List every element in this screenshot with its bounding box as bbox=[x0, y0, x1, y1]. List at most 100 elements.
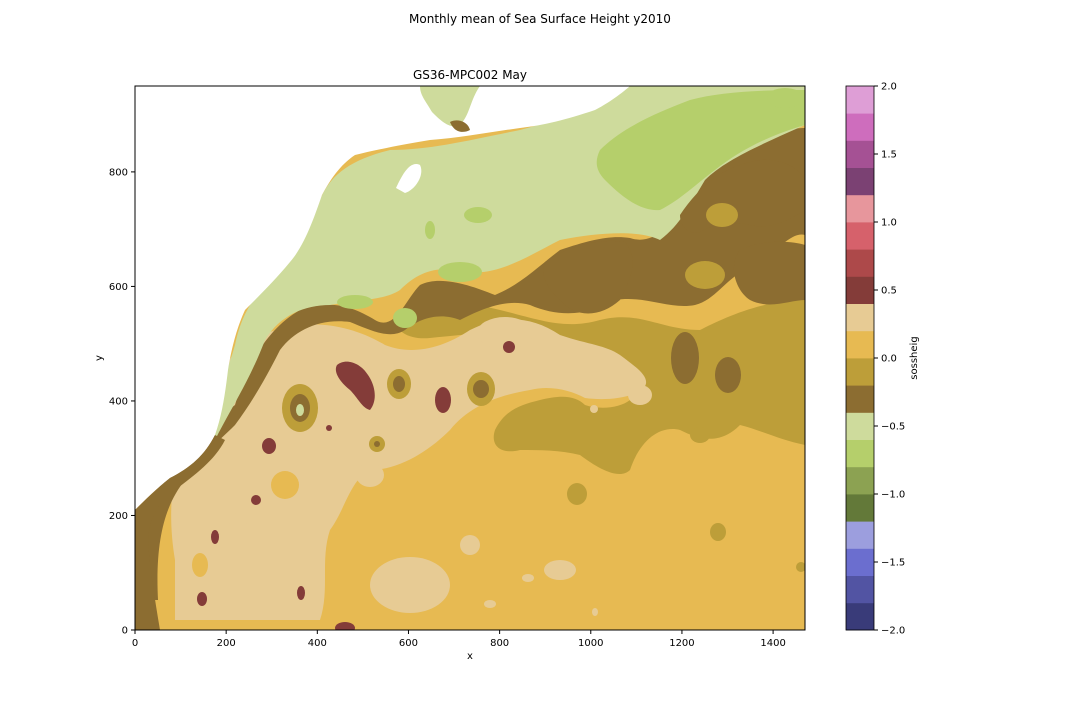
eddy-high bbox=[326, 425, 332, 431]
colorbar-swatch bbox=[846, 439, 874, 468]
land-mask bbox=[135, 86, 630, 510]
slope-patch bbox=[438, 262, 482, 282]
colorbar-swatch bbox=[846, 466, 874, 495]
x-axis-label: x bbox=[467, 651, 473, 662]
y-tick-label: 600 bbox=[109, 282, 128, 293]
eddy-high bbox=[262, 438, 276, 454]
sargasso-patch bbox=[192, 553, 208, 577]
sargasso-patch bbox=[271, 471, 299, 499]
eddy-center bbox=[296, 404, 304, 416]
colorbar-swatch bbox=[846, 249, 874, 277]
eddy-high bbox=[251, 495, 261, 505]
x-tick-label: 200 bbox=[217, 638, 236, 649]
land-coast-detail bbox=[396, 164, 422, 193]
region-gulf-stream-lobe bbox=[733, 241, 805, 305]
y-tick-label: 0 bbox=[122, 626, 128, 637]
x-tick-label: 1400 bbox=[760, 638, 785, 649]
colorbar-swatch bbox=[846, 303, 874, 332]
x-tick-label: 400 bbox=[308, 638, 327, 649]
axes-title: GS36-MPC002 May bbox=[412, 68, 527, 82]
eddy-ring-core bbox=[393, 376, 405, 392]
x-tick-label: 1200 bbox=[669, 638, 694, 649]
eddy-high bbox=[335, 622, 355, 630]
y-axis: 0 200 400 600 800 bbox=[109, 167, 135, 637]
eddy-high bbox=[503, 341, 515, 353]
colorbar-tick-label: −2.0 bbox=[881, 626, 905, 637]
colorbar-tick-label: 1.0 bbox=[881, 218, 897, 229]
land-coast-detail bbox=[450, 120, 470, 132]
slope-patch bbox=[337, 295, 373, 309]
x-tick-label: 800 bbox=[490, 638, 509, 649]
colorbar-tick-label: −0.5 bbox=[881, 422, 905, 433]
eddy-ring-core bbox=[473, 380, 489, 398]
colorbar-swatch bbox=[846, 330, 874, 359]
region-gulf-stream-lobe bbox=[543, 240, 633, 314]
y-axis-label: y bbox=[94, 355, 105, 361]
eddy-high bbox=[197, 592, 207, 606]
ssh-field bbox=[135, 86, 805, 630]
slope-patch bbox=[393, 308, 417, 328]
eddy-ring-core bbox=[374, 441, 380, 447]
olive-patch bbox=[796, 562, 805, 572]
colorbar-tick-label: −1.0 bbox=[881, 490, 905, 501]
land-coast-detail bbox=[420, 86, 480, 127]
colorbar-swatch bbox=[846, 548, 874, 576]
colorbar-swatch bbox=[846, 494, 874, 522]
colorbar-tick-label: 1.5 bbox=[881, 150, 897, 161]
warm-patch bbox=[544, 560, 576, 580]
x-axis: 0 200 400 600 800 1000 1200 1400 bbox=[132, 630, 786, 649]
colorbar bbox=[846, 86, 874, 631]
warm-patch bbox=[460, 535, 480, 555]
x-tick-label: 0 bbox=[132, 638, 138, 649]
colorbar-swatch bbox=[846, 575, 874, 604]
colorbar-ticks: −2.0 −1.5 −1.0 −0.5 0.0 0.5 1.0 1.5 2.0 bbox=[874, 82, 905, 637]
region-eastern-basin-pocket bbox=[706, 203, 738, 227]
eddy-high bbox=[297, 586, 305, 600]
colorbar-tick-label: 0.0 bbox=[881, 354, 897, 365]
eddy-high bbox=[335, 361, 375, 410]
region-eastern-basin-pocket bbox=[685, 261, 725, 289]
colorbar-label: sossheig bbox=[909, 336, 920, 379]
land-coast-detail bbox=[135, 435, 225, 630]
eddy-ring bbox=[710, 523, 726, 541]
figure-suptitle: Monthly mean of Sea Surface Height y2010 bbox=[409, 12, 671, 26]
colorbar-swatch bbox=[846, 140, 874, 168]
colorbar-tick-label: 0.5 bbox=[881, 286, 897, 297]
slope-patch bbox=[464, 207, 492, 223]
region-north-slope bbox=[596, 90, 805, 211]
warm-patch bbox=[356, 463, 384, 487]
y-tick-label: 800 bbox=[109, 167, 128, 178]
olive-patch bbox=[690, 427, 710, 443]
colorbar-swatch bbox=[846, 222, 874, 250]
region-gulf-stream-front bbox=[135, 128, 805, 600]
colorbar-swatch bbox=[846, 86, 874, 114]
colorbar-tick-label: 2.0 bbox=[881, 82, 897, 93]
slope-patch bbox=[425, 221, 435, 239]
warm-patch bbox=[590, 405, 598, 413]
region-warm-core-pocket bbox=[477, 317, 533, 349]
colorbar-swatch bbox=[846, 113, 874, 141]
region-warm-core-pocket bbox=[628, 385, 652, 405]
colorbar-swatch bbox=[846, 602, 874, 631]
region-north-slope-patch bbox=[767, 88, 803, 108]
region-gulf-stream-lobe bbox=[715, 357, 741, 393]
x-tick-label: 1000 bbox=[578, 638, 603, 649]
warm-patch bbox=[229, 513, 247, 541]
eddy-ring bbox=[567, 483, 587, 505]
region-gulf-stream-lobe bbox=[671, 332, 699, 384]
colorbar-swatch bbox=[846, 412, 874, 440]
eddy-high bbox=[211, 530, 219, 544]
x-tick-label: 600 bbox=[399, 638, 418, 649]
y-tick-label: 200 bbox=[109, 511, 128, 522]
colorbar-swatch bbox=[846, 276, 874, 304]
eddy-high bbox=[435, 387, 451, 413]
y-tick-label: 400 bbox=[109, 396, 128, 407]
warm-patch bbox=[592, 608, 598, 616]
warm-patch bbox=[370, 557, 450, 613]
colorbar-swatch bbox=[846, 358, 874, 386]
warm-patch bbox=[522, 574, 534, 582]
colorbar-swatch bbox=[846, 167, 874, 196]
colorbar-tick-label: −1.5 bbox=[881, 558, 905, 569]
colorbar-swatch bbox=[846, 385, 874, 413]
